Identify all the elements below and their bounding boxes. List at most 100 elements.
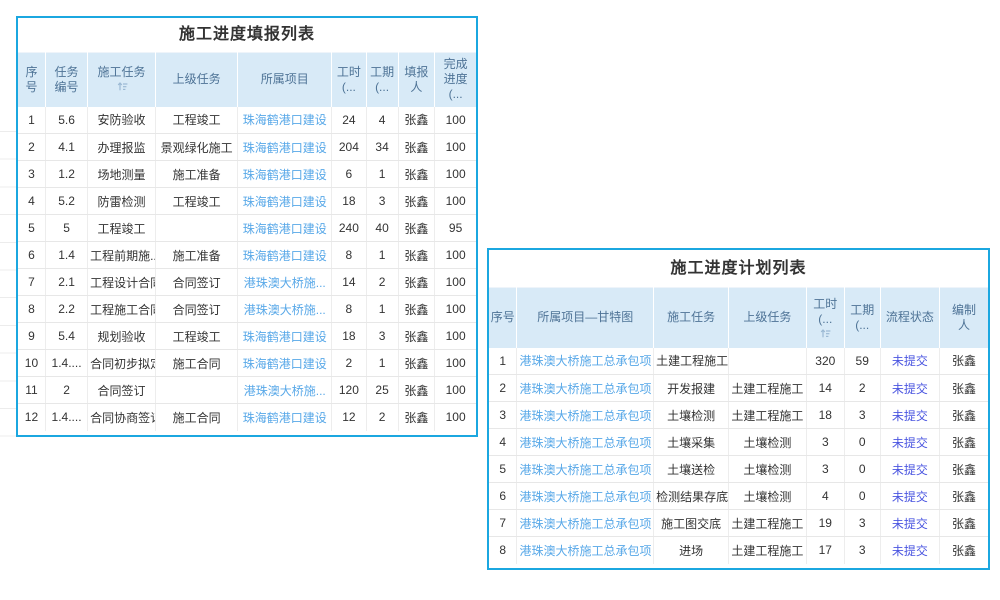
cell-hours: 3 — [806, 455, 845, 483]
progress-plan-table: 序号 所属项目—甘特图 施工任务 上级任务 工时 (... 工期 (... 流程状态 编制 … — [489, 287, 988, 564]
cell-seq: 8 — [18, 295, 46, 323]
project-link[interactable]: 港珠澳大桥施... — [243, 275, 326, 290]
cell-task: 工程设计合同 — [87, 268, 156, 296]
project-link[interactable]: 珠海鹤港口建设 — [242, 410, 327, 425]
cell-parent-task — [728, 347, 807, 375]
cell-project-gantt: 港珠澳大桥施工总承包项目 — [516, 482, 655, 510]
cell-author: 张鑫 — [939, 347, 988, 375]
cell-task-no: 2.1 — [45, 268, 89, 296]
column-header-flow-status: 流程状态 — [880, 287, 941, 348]
cell-task: 工程前期施... — [87, 241, 156, 269]
cell-task: 合同签订 — [87, 376, 156, 404]
table-row: 6 1.4 工程前期施... 施工准备 珠海鹤港口建设 8 1 张鑫 100 — [18, 241, 476, 269]
cell-parent-task: 土壤检测 — [728, 428, 807, 456]
cell-duration: 2 — [366, 403, 399, 431]
project-link[interactable]: 港珠澳大桥施工总承包项目 — [519, 381, 654, 396]
page-title: 施工进度填报列表 — [178, 26, 315, 43]
cell-duration: 0 — [844, 428, 881, 456]
cell-author: 张鑫 — [939, 374, 988, 402]
project-link[interactable]: 珠海鹤港口建设 — [242, 194, 327, 209]
cell-task-no: 1.2 — [45, 160, 89, 188]
cell-task-no: 1.4.... — [45, 349, 89, 377]
cell-hours: 18 — [331, 322, 367, 350]
status-link[interactable]: 未提交 — [891, 543, 928, 558]
cell-hours: 19 — [806, 509, 845, 537]
project-link[interactable]: 港珠澳大桥施... — [243, 302, 326, 317]
cell-hours: 8 — [331, 295, 367, 323]
sort-icon[interactable] — [117, 81, 128, 92]
cell-author: 张鑫 — [939, 455, 988, 483]
cell-duration: 3 — [366, 187, 399, 215]
cell-seq: 2 — [18, 133, 46, 161]
project-link[interactable]: 港珠澳大桥施工总承包项目 — [519, 435, 654, 450]
status-link[interactable]: 未提交 — [891, 381, 928, 396]
cell-duration: 1 — [366, 295, 399, 323]
cell-author: 张鑫 — [952, 543, 977, 558]
project-link[interactable]: 珠海鹤港口建设 — [242, 113, 327, 128]
cell-parent-task: 土建工程施工 — [728, 374, 807, 402]
cell-duration: 1 — [366, 241, 399, 269]
column-header-label: 施工任务 — [97, 65, 146, 80]
project-link[interactable]: 港珠澳大桥施... — [243, 383, 326, 398]
cell-reporter: 张鑫 — [398, 268, 436, 296]
project-link[interactable]: 珠海鹤港口建设 — [242, 356, 327, 371]
project-link[interactable]: 珠海鹤港口建设 — [242, 248, 327, 263]
cell-project: 珠海鹤港口建设 — [237, 214, 333, 242]
cell-parent-task: 工程竣工 — [155, 106, 239, 134]
status-link[interactable]: 未提交 — [891, 462, 928, 477]
project-link[interactable]: 港珠澳大桥施工总承包项目 — [519, 462, 654, 477]
cell-hours: 120 — [331, 376, 367, 404]
status-link[interactable]: 未提交 — [891, 489, 928, 504]
cell-parent-task: 工程竣工 — [155, 187, 239, 215]
project-link[interactable]: 港珠澳大桥施工总承包项目 — [519, 354, 654, 369]
project-link[interactable]: 珠海鹤港口建设 — [242, 329, 327, 344]
cell-project-gantt: 港珠澳大桥施工总承包项目 — [516, 509, 655, 537]
column-header-label: 上级任务 — [172, 72, 221, 87]
cell-hours: 12 — [331, 403, 367, 431]
column-header-duration: 工期 (... — [366, 52, 399, 107]
table-row: 10 1.4.... 合同初步拟定 施工合同 珠海鹤港口建设 2 1 张鑫 100 — [18, 349, 476, 377]
cell-hours: 2 — [331, 349, 367, 377]
table-row: 3 1.2 场地测量 施工准备 珠海鹤港口建设 6 1 张鑫 100 — [18, 160, 476, 188]
cell-project-gantt: 港珠澳大桥施工总承包项目 — [516, 347, 655, 375]
column-header-parent-task: 上级任务 — [728, 287, 807, 348]
cell-hours: 4 — [806, 482, 845, 510]
cell-task-no: 1.4 — [45, 241, 89, 269]
status-link[interactable]: 未提交 — [891, 516, 928, 531]
project-link[interactable]: 港珠澳大桥施工总承包项目 — [519, 489, 654, 504]
column-header-label: 编制 人 — [952, 302, 977, 332]
cell-hours: 240 — [331, 214, 367, 242]
column-header-seq: 序号 — [489, 287, 518, 348]
column-header-task[interactable]: 施工任务 — [87, 52, 156, 107]
project-link[interactable]: 港珠澳大桥施工总承包项目 — [519, 543, 654, 558]
project-link[interactable]: 珠海鹤港口建设 — [242, 167, 327, 182]
project-link[interactable]: 珠海鹤港口建设 — [242, 140, 327, 155]
cell-hours: 8 — [331, 241, 367, 269]
column-header-label: 施工任务 — [667, 310, 716, 325]
project-link[interactable]: 港珠澳大桥施工总承包项目 — [519, 516, 654, 531]
cell-project: 港珠澳大桥施... — [237, 295, 333, 323]
cell-seq: 6 — [18, 241, 46, 269]
cell-duration: 3 — [844, 401, 881, 429]
column-header-task: 施工任务 — [653, 287, 729, 348]
cell-seq: 3 — [489, 401, 518, 429]
cell-hours: 6 — [331, 160, 367, 188]
table-row: 2 港珠澳大桥施工总承包项目 开发报建 土建工程施工 14 2 未提交 张鑫 — [489, 374, 988, 402]
cell-flow-status: 未提交 — [880, 428, 941, 456]
column-header-label: 工期 (... — [370, 64, 395, 94]
status-link[interactable]: 未提交 — [891, 435, 928, 450]
table-row: 5 5 工程竣工 珠海鹤港口建设 240 40 张鑫 95 — [18, 214, 476, 242]
column-header-task-no: 任务 编号 — [45, 52, 89, 107]
status-link[interactable]: 未提交 — [891, 354, 928, 369]
cell-hours: 24 — [331, 106, 367, 134]
column-header-hours[interactable]: 工时 (... — [806, 287, 845, 348]
cell-task: 办理报监 — [87, 133, 156, 161]
project-link[interactable]: 港珠澳大桥施工总承包项目 — [519, 408, 654, 423]
table-row: 2 4.1 办理报监 景观绿化施工 珠海鹤港口建设 204 34 张鑫 100 — [18, 133, 476, 161]
cell-seq: 10 — [18, 349, 46, 377]
status-link[interactable]: 未提交 — [891, 408, 928, 423]
project-link[interactable]: 珠海鹤港口建设 — [242, 221, 327, 236]
cell-project: 港珠澳大桥施... — [237, 268, 333, 296]
cell-progress: 100 — [434, 322, 476, 350]
sort-icon[interactable] — [808, 328, 843, 339]
